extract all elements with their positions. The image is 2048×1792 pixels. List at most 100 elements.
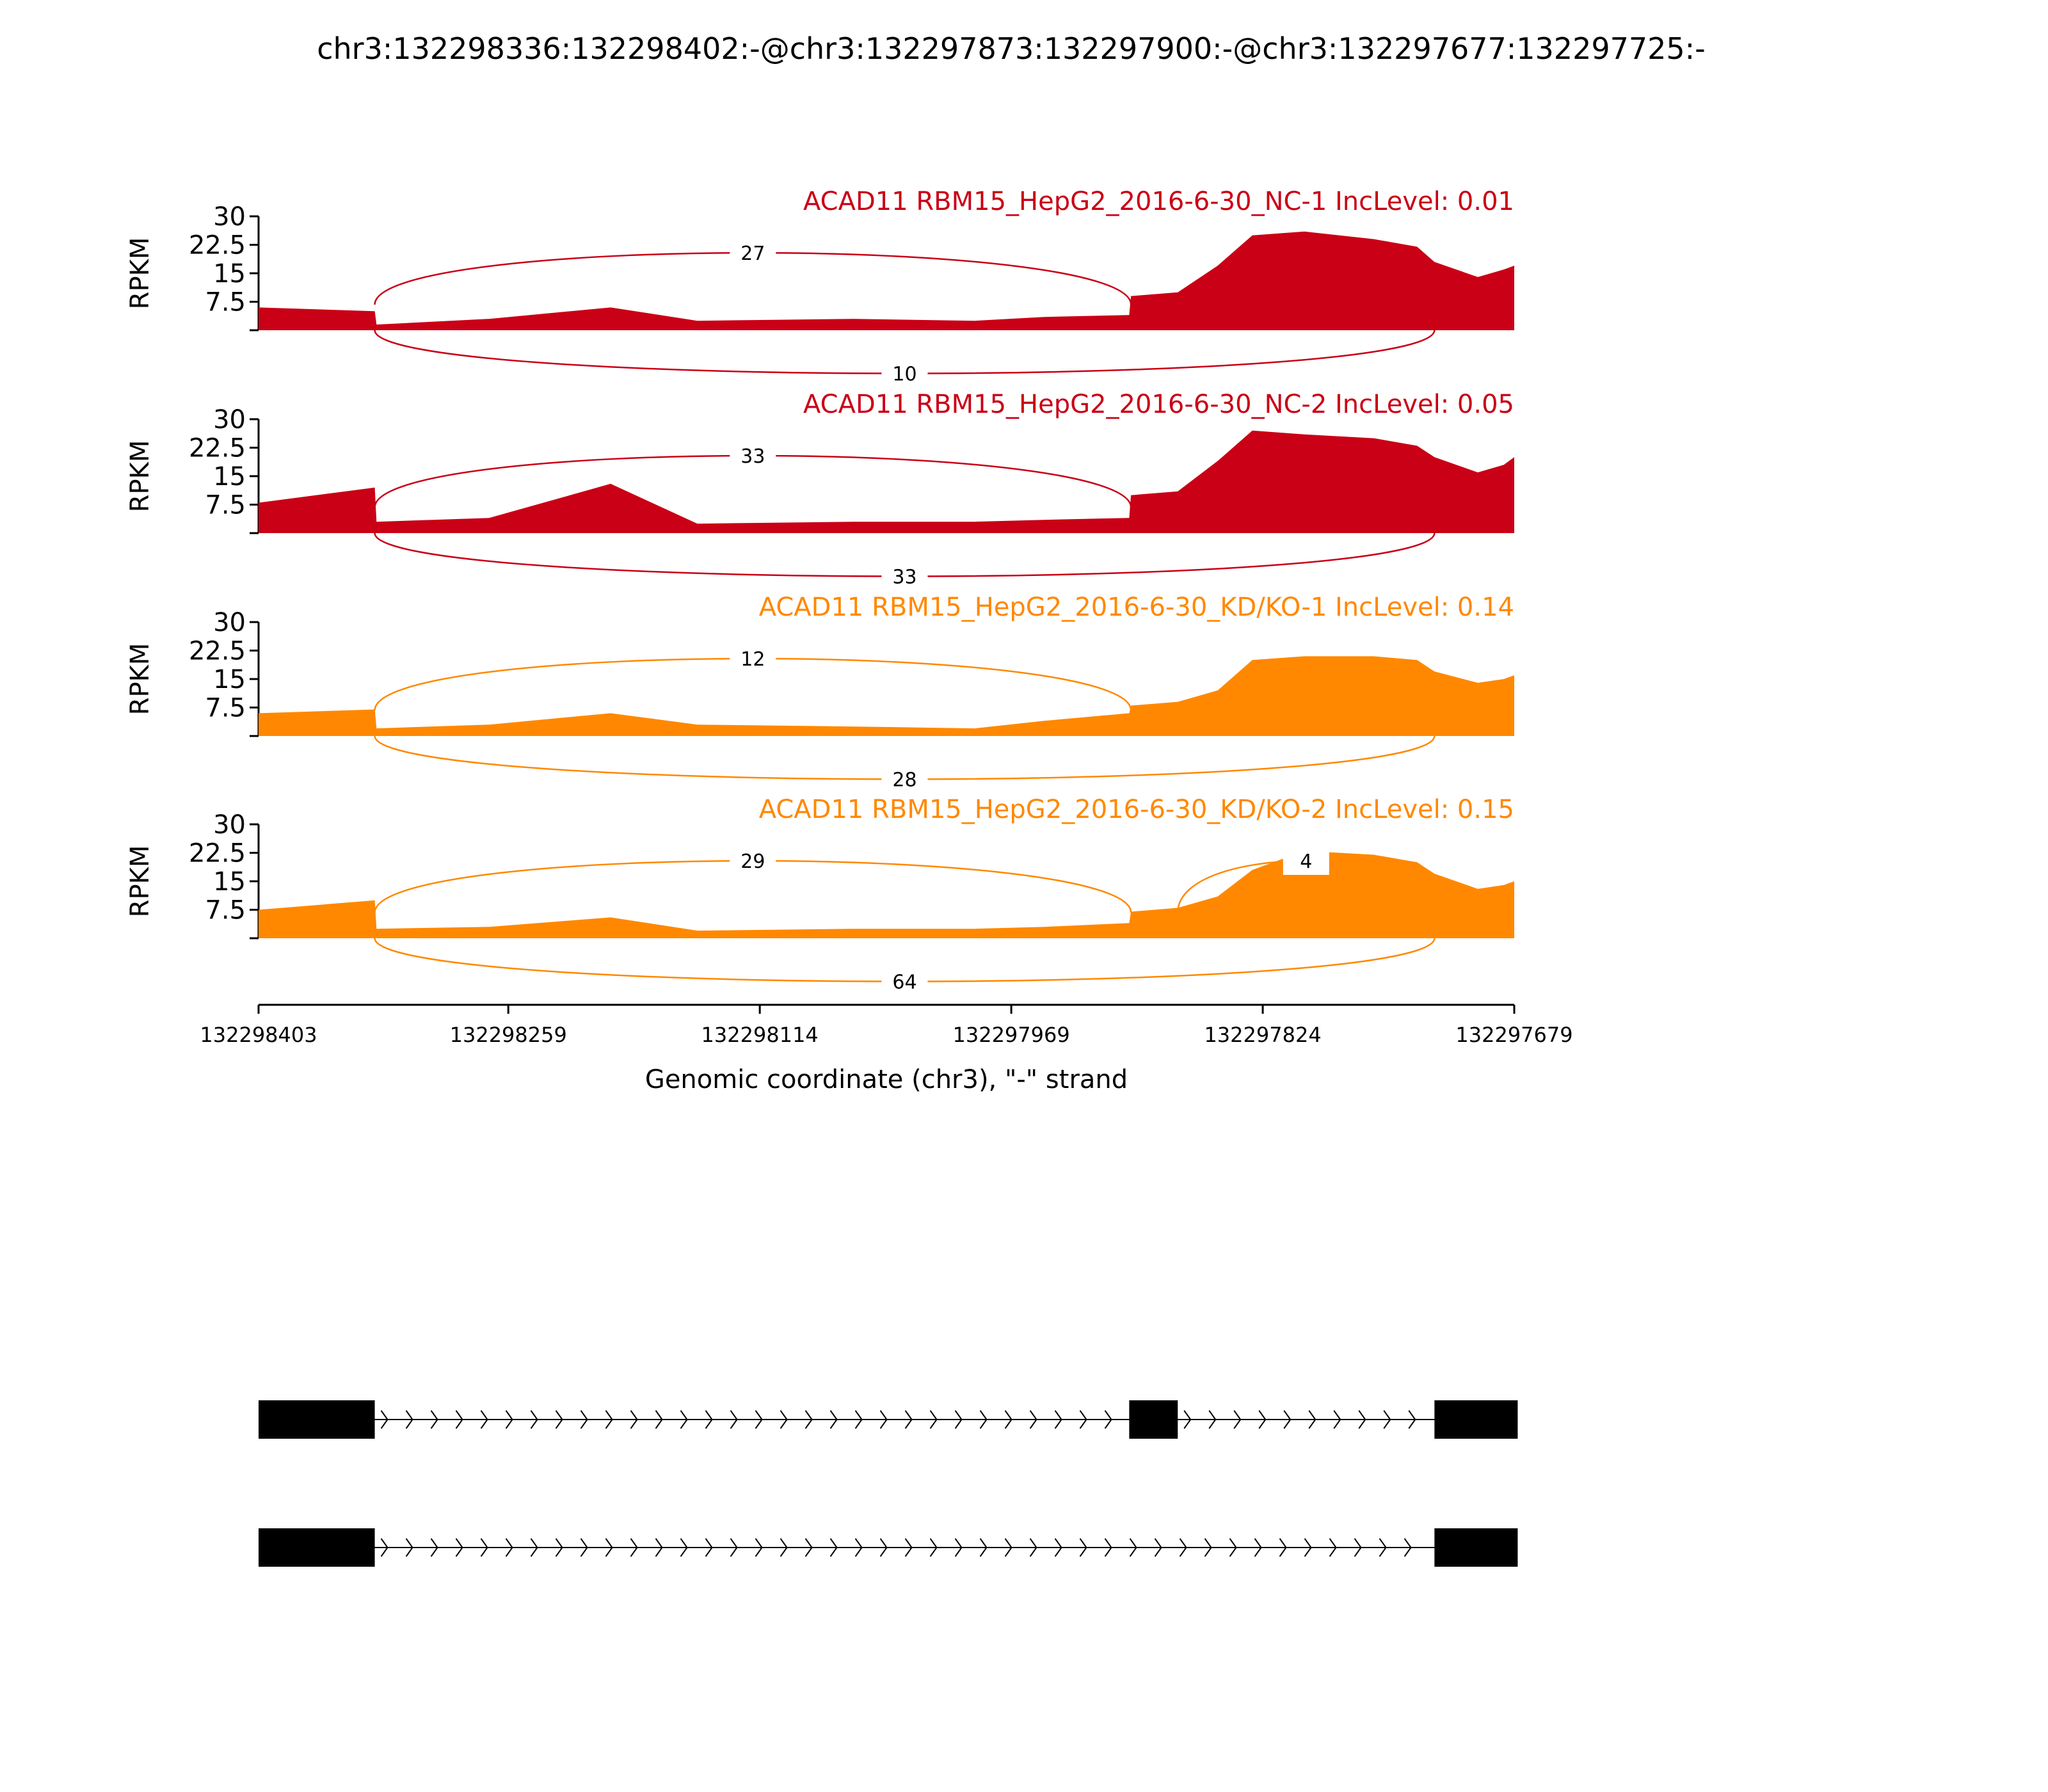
- strand-chevron: [1308, 1410, 1316, 1429]
- strand-chevron: [929, 1410, 938, 1429]
- strand-chevron: [854, 1538, 863, 1557]
- coverage-area: [259, 851, 1514, 938]
- strand-chevron: [580, 1410, 588, 1429]
- strand-chevron: [854, 1410, 863, 1429]
- figure-title: chr3:132298336:132298402:-@chr3:13229787…: [317, 31, 1706, 66]
- junction-count-box: [730, 644, 776, 673]
- y-tick-label: 7.5: [205, 896, 246, 925]
- strand-chevron: [954, 1410, 963, 1429]
- strand-chevron: [979, 1538, 988, 1557]
- strand-chevron: [1054, 1410, 1062, 1429]
- exon-block: [1129, 1400, 1178, 1439]
- y-tick-label: 7.5: [205, 288, 246, 317]
- panel-label: ACAD11 RBM15_HepG2_2016-6-30_NC-2 IncLev…: [803, 390, 1514, 419]
- exon-block: [259, 1528, 375, 1567]
- junction-count-box: [881, 765, 928, 794]
- junction-count: 4: [1300, 851, 1312, 873]
- strand-chevron: [829, 1410, 838, 1429]
- strand-chevron: [1379, 1538, 1387, 1557]
- strand-chevron: [1104, 1538, 1112, 1557]
- junction-count: 64: [892, 972, 916, 994]
- coverage-area: [259, 430, 1514, 533]
- y-tick-label: 7.5: [205, 491, 246, 520]
- strand-chevron: [555, 1410, 563, 1429]
- strand-chevron: [1383, 1410, 1391, 1429]
- strand-chevron: [655, 1410, 663, 1429]
- x-tick-label: 132297679: [1455, 1023, 1572, 1047]
- y-tick-label: 22.5: [189, 434, 246, 463]
- y-tick-label: 15: [213, 462, 246, 492]
- strand-chevron: [1179, 1538, 1187, 1557]
- strand-chevron: [480, 1538, 488, 1557]
- strand-chevron: [430, 1410, 438, 1429]
- y-tick-label: 30: [213, 608, 246, 637]
- strand-chevron: [1333, 1410, 1341, 1429]
- strand-chevron: [555, 1538, 563, 1557]
- strand-chevron: [1104, 1410, 1112, 1429]
- strand-chevron: [1354, 1538, 1362, 1557]
- y-tick-label: 15: [213, 665, 246, 694]
- strand-chevron: [780, 1538, 788, 1557]
- strand-chevron: [755, 1410, 763, 1429]
- junction-count: 27: [740, 243, 765, 265]
- strand-chevron: [630, 1538, 638, 1557]
- x-tick-label: 132298114: [701, 1023, 819, 1047]
- strand-chevron: [780, 1410, 788, 1429]
- strand-chevron: [655, 1538, 663, 1557]
- strand-chevron: [455, 1410, 463, 1429]
- x-tick-label: 132298403: [200, 1023, 317, 1047]
- junction-count-box: [730, 847, 776, 875]
- strand-chevron: [1358, 1410, 1366, 1429]
- strand-chevron: [1154, 1538, 1162, 1557]
- strand-chevron: [954, 1538, 963, 1557]
- strand-chevron: [755, 1538, 763, 1557]
- strand-chevron: [1283, 1410, 1292, 1429]
- x-axis-label: Genomic coordinate (chr3), "-" strand: [645, 1065, 1128, 1094]
- junction-count-box: [881, 562, 928, 591]
- y-axis-label: RPKM: [125, 440, 155, 513]
- strand-chevron: [1229, 1538, 1237, 1557]
- strand-chevron: [879, 1538, 888, 1557]
- strand-chevron: [804, 1410, 813, 1429]
- y-tick-label: 22.5: [189, 231, 246, 260]
- strand-chevron: [1329, 1538, 1337, 1557]
- strand-chevron: [1079, 1538, 1087, 1557]
- strand-chevron: [380, 1410, 388, 1429]
- exon-block: [259, 1400, 375, 1439]
- strand-chevron: [505, 1410, 513, 1429]
- exon-block: [1434, 1528, 1518, 1567]
- gene-model-track: [259, 1400, 1518, 1567]
- y-axis-label: RPKM: [125, 237, 155, 310]
- strand-chevron: [1254, 1538, 1262, 1557]
- strand-chevron: [680, 1538, 688, 1557]
- strand-chevron: [1208, 1410, 1217, 1429]
- strand-chevron: [829, 1538, 838, 1557]
- strand-chevron: [705, 1410, 713, 1429]
- y-tick-label: 15: [213, 867, 246, 897]
- strand-chevron: [1183, 1410, 1192, 1429]
- strand-chevron: [1029, 1538, 1037, 1557]
- strand-chevron: [380, 1538, 388, 1557]
- isoform-track: [259, 1528, 1518, 1567]
- y-tick-label: 22.5: [189, 839, 246, 868]
- panel-label: ACAD11 RBM15_HepG2_2016-6-30_KD/KO-1 Inc…: [759, 593, 1514, 622]
- strand-chevron: [879, 1410, 888, 1429]
- strand-chevron: [929, 1538, 938, 1557]
- strand-chevron: [680, 1410, 688, 1429]
- strand-chevron: [630, 1410, 638, 1429]
- isoform-track: [259, 1400, 1518, 1439]
- strand-chevron: [1279, 1538, 1287, 1557]
- exon-block: [1434, 1400, 1518, 1439]
- junction-count: 28: [892, 769, 916, 792]
- strand-chevron: [804, 1538, 813, 1557]
- junction-count: 29: [740, 851, 765, 873]
- y-tick-label: 30: [213, 405, 246, 435]
- strand-chevron: [1054, 1538, 1062, 1557]
- panel-label: ACAD11 RBM15_HepG2_2016-6-30_KD/KO-2 Inc…: [759, 795, 1514, 824]
- y-tick-label: 7.5: [205, 694, 246, 723]
- y-tick-label: 30: [213, 202, 246, 232]
- strand-chevron: [530, 1538, 538, 1557]
